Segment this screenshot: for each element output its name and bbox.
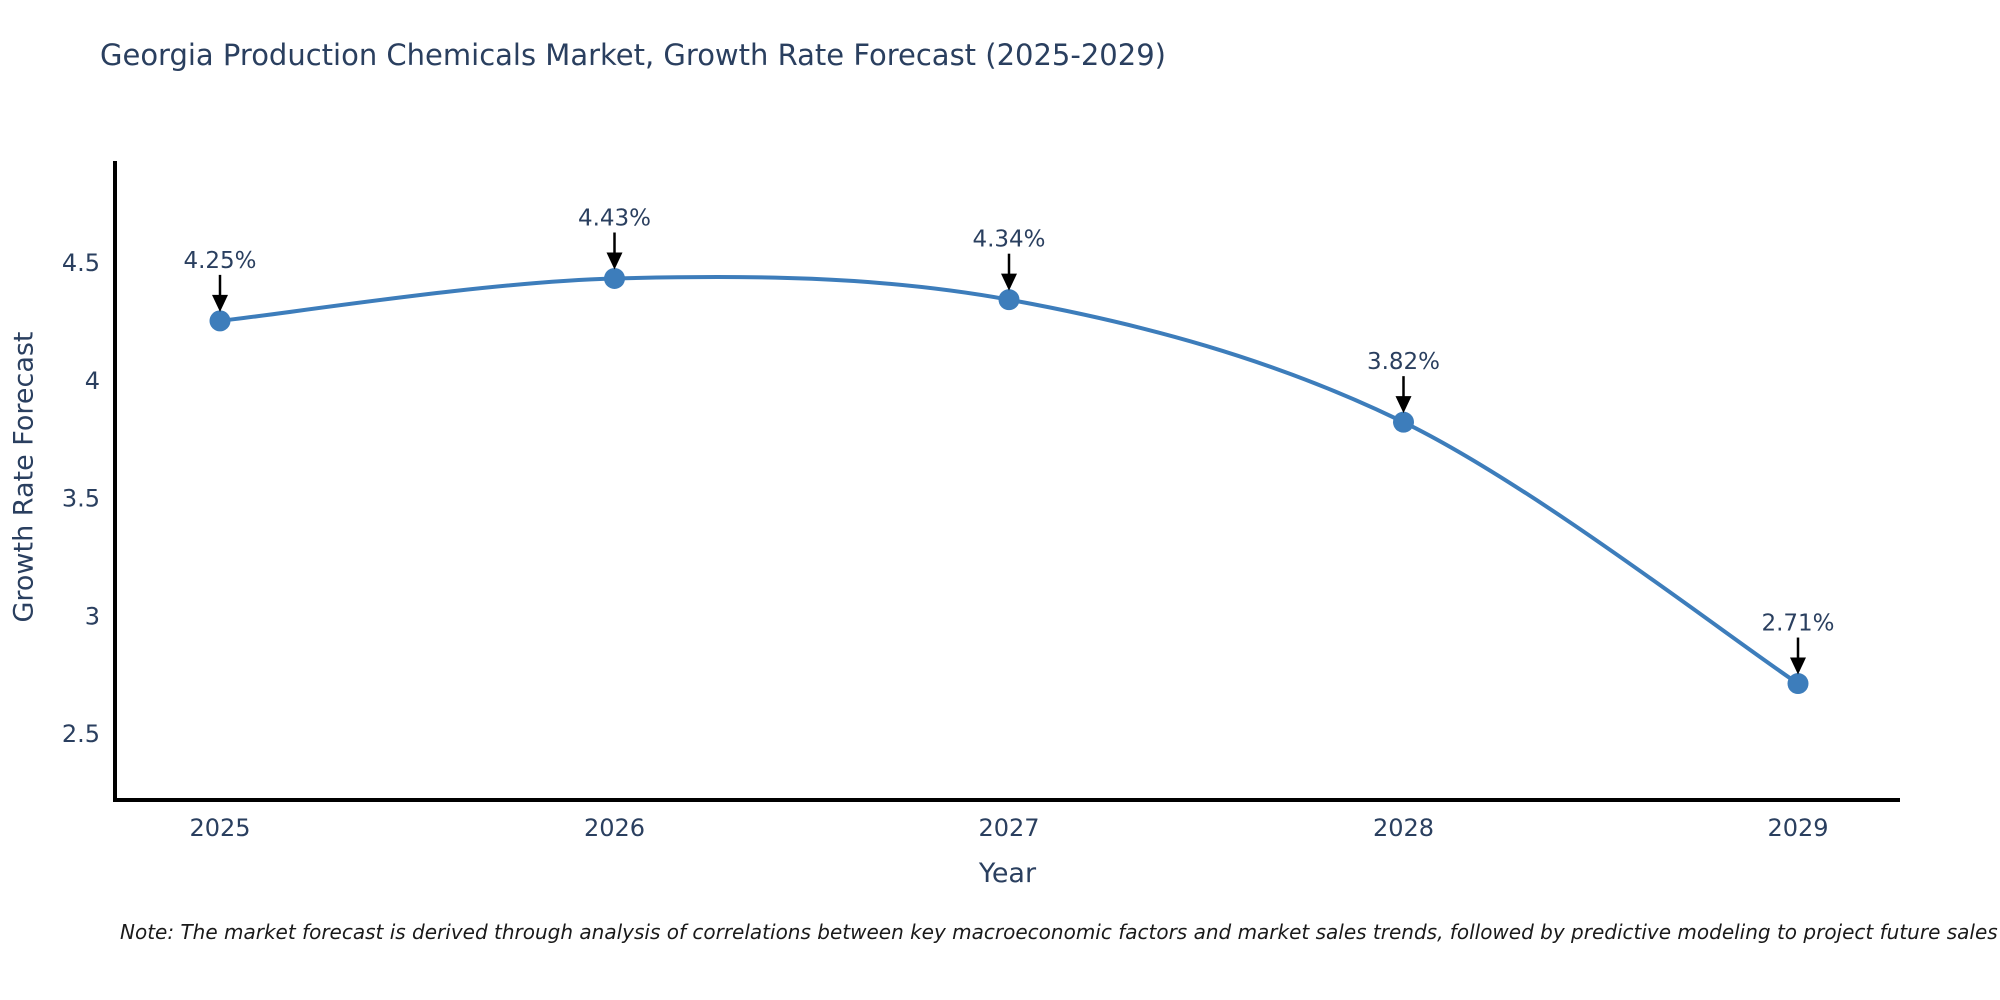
annotation-arrowhead — [1001, 273, 1017, 291]
chart-title: Georgia Production Chemicals Market, Gro… — [100, 38, 1166, 72]
annotation-arrowhead — [212, 294, 228, 312]
data-point-marker — [998, 289, 1020, 311]
y-tick-label: 2.5 — [62, 720, 100, 748]
x-tick-label: 2026 — [584, 814, 645, 842]
data-point-marker — [1787, 673, 1809, 695]
annotation-arrowhead — [1790, 657, 1806, 675]
x-tick-label: 2029 — [1767, 814, 1828, 842]
annotation-label: 2.71% — [1761, 611, 1834, 637]
y-tick-label: 4.5 — [62, 249, 100, 277]
annotation-label: 4.25% — [183, 248, 256, 274]
annotation-label: 4.34% — [972, 227, 1045, 253]
x-tick-label: 2025 — [189, 814, 250, 842]
x-tick-label: 2027 — [978, 814, 1039, 842]
annotation-label: 4.43% — [578, 205, 651, 231]
annotation-arrowhead — [1395, 396, 1412, 414]
data-point-marker — [209, 310, 231, 332]
annotation-arrowhead — [606, 252, 623, 270]
trend-line — [218, 274, 1800, 686]
annotation-label: 3.82% — [1367, 349, 1440, 375]
x-tick-label: 2028 — [1373, 814, 1434, 842]
data-point-marker — [604, 267, 625, 289]
axis-spines — [113, 161, 1900, 802]
x-axis-title: Year — [978, 858, 1037, 889]
y-tick-label: 4 — [85, 367, 100, 395]
footnote: Note: The market forecast is derived thr… — [120, 920, 1998, 944]
y-tick-label: 3.5 — [62, 485, 100, 513]
data-point-marker — [1393, 411, 1414, 433]
y-tick-label: 3 — [85, 602, 100, 630]
